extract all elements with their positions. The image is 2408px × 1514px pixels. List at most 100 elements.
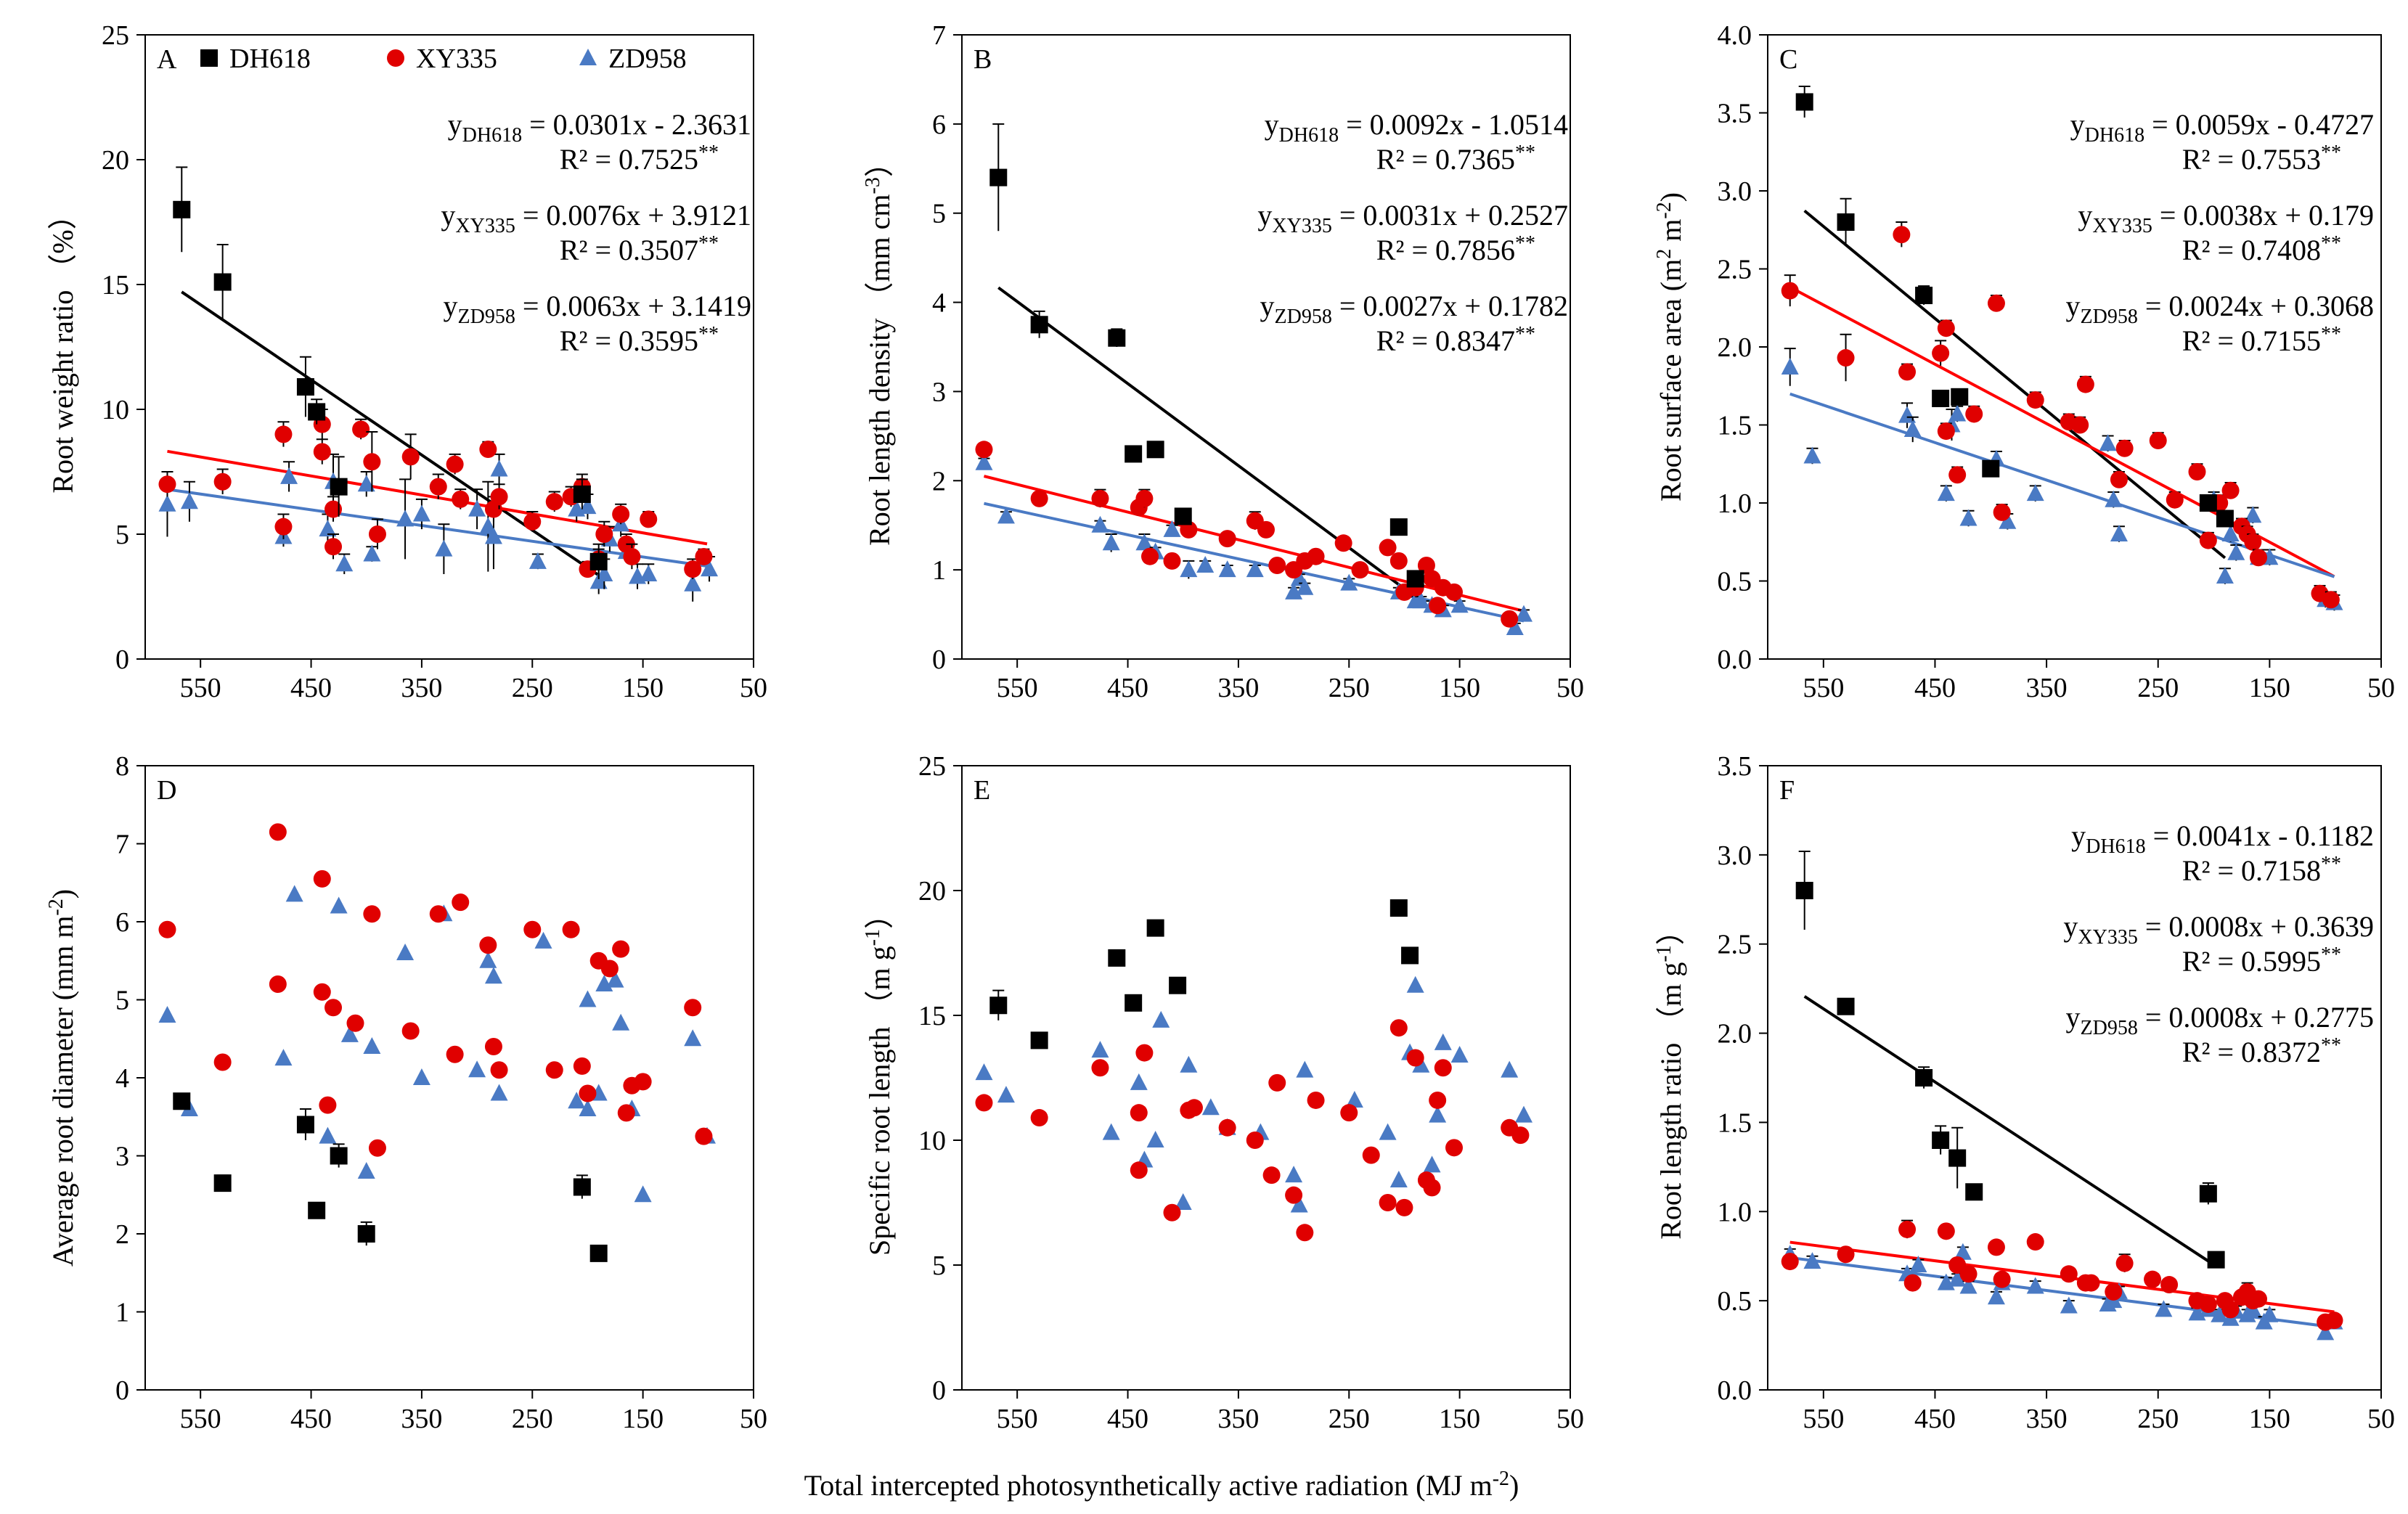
series-xy335 <box>158 823 713 1157</box>
y-tick-label: 3.0 <box>1718 176 1752 207</box>
data-point <box>997 507 1015 524</box>
data-point <box>1903 420 1922 437</box>
data-point <box>1340 573 1358 591</box>
r-squared-dh618: R² = 0.7525** <box>560 142 719 176</box>
panel-letter: F <box>1779 775 1795 806</box>
y-tick-label: 15 <box>102 270 129 300</box>
data-point <box>579 497 597 515</box>
data-point <box>573 1178 591 1196</box>
data-point <box>2261 1305 2279 1322</box>
data-point <box>2115 1254 2134 1272</box>
panel-f: 550 450 350 250 150 50 0.0 0.5 1.0 1.5 2.0 2.5 3.0 3.… <box>1653 751 2395 1434</box>
data-point <box>1937 422 1955 441</box>
data-point <box>2221 525 2240 541</box>
data-point <box>1125 445 1143 463</box>
legend-marker-zd958 <box>579 49 597 65</box>
equation-dh618: yDH618 = 0.0041x - 0.1182 <box>2071 819 2374 858</box>
fit-line-dh618 <box>1803 995 2217 1268</box>
data-point <box>2322 591 2340 609</box>
panel-letter: A <box>157 44 177 75</box>
panel-b: 550 450 350 250 150 50 0 1 2 3 4 5 6 7 Root length den… <box>862 20 1584 703</box>
panel-a: 550 450 350 250 150 50 0 5 10 15 20 25 Root weight r… <box>46 20 767 703</box>
data-point <box>1163 1203 1181 1222</box>
data-point <box>412 1068 430 1085</box>
data-point <box>285 885 303 902</box>
y-tick-label: 2.5 <box>1718 255 1752 285</box>
fit-line-zd958 <box>167 488 708 568</box>
data-point <box>2026 484 2044 502</box>
legend-label-xy335: XY335 <box>416 44 497 74</box>
data-point <box>1030 489 1048 507</box>
equation-xy335: yXY335 = 0.0008x + 0.3639 <box>2063 910 2374 949</box>
data-point <box>1091 489 1109 507</box>
r-squared-xy335: R² = 0.5995** <box>2182 944 2341 978</box>
y-tick-label: 25 <box>102 20 129 51</box>
data-point <box>1959 1277 1978 1294</box>
data-point <box>1169 976 1187 994</box>
data-point <box>1163 520 1181 537</box>
data-point <box>1307 547 1325 565</box>
data-point <box>446 455 464 473</box>
data-point <box>1406 570 1424 588</box>
data-point <box>484 527 502 544</box>
y-tick-label: 4 <box>932 288 946 319</box>
data-point <box>612 505 630 523</box>
y-tick-label: 3.0 <box>1718 840 1752 871</box>
data-point <box>363 453 381 471</box>
data-point <box>412 504 430 522</box>
data-point <box>2325 1312 2343 1330</box>
data-point <box>1401 946 1419 965</box>
y-tick-label: 5 <box>115 520 129 550</box>
x-tick-label: 250 <box>512 673 553 703</box>
data-point <box>1130 1161 1148 1179</box>
data-point <box>1379 1123 1397 1140</box>
data-point <box>1423 1155 1441 1173</box>
data-point <box>1515 605 1533 622</box>
data-point <box>1948 1149 1967 1167</box>
equation-dh618: yDH618 = 0.0059x - 0.4727 <box>2070 108 2374 147</box>
data-point <box>2199 531 2217 549</box>
data-point <box>579 1084 597 1102</box>
data-point <box>2221 481 2240 499</box>
panel-e: 550 450 350 250 150 50 0 5 10 15 20 25 Specific root… <box>862 751 1584 1434</box>
equation-zd958: yZD958 = 0.0024x + 0.3068 <box>2066 290 2374 328</box>
data-point <box>1434 1033 1452 1050</box>
data-point <box>684 574 702 592</box>
x-tick-label: 450 <box>1914 673 1956 703</box>
data-point <box>479 936 497 954</box>
y-tick-label: 3 <box>932 377 946 407</box>
data-point <box>429 478 447 496</box>
data-point <box>158 475 176 494</box>
data-point <box>2149 432 2167 449</box>
data-point <box>975 453 993 470</box>
data-point <box>2211 1305 2229 1322</box>
x-axis-label: Total intercepted photosynthetically act… <box>804 1468 1519 1502</box>
data-point <box>589 1244 608 1262</box>
data-point <box>1379 1194 1397 1211</box>
data-point <box>452 490 470 508</box>
data-point <box>1285 1186 1303 1204</box>
data-point <box>1268 1073 1286 1092</box>
data-point <box>435 539 453 557</box>
data-point <box>2160 1276 2179 1294</box>
fit-line-xy335 <box>983 475 1525 613</box>
data-point <box>1999 512 2017 529</box>
data-point <box>1982 459 2000 478</box>
series-dh618 <box>173 166 608 579</box>
data-point <box>1406 975 1424 993</box>
data-point <box>684 1029 702 1047</box>
plot-frame <box>961 765 1571 1391</box>
data-point <box>1296 1060 1314 1078</box>
data-point <box>269 975 287 993</box>
y-axis-label: Root weight ratio （%） <box>46 200 79 493</box>
data-point <box>1993 1270 2011 1288</box>
data-point <box>623 547 641 565</box>
data-point <box>2216 567 2234 584</box>
r-squared-xy335: R² = 0.7408** <box>2182 232 2341 266</box>
x-tick-label: 350 <box>2026 673 2068 703</box>
data-point <box>1803 1252 1821 1269</box>
series-dh618 <box>989 123 1424 588</box>
equation-xy335: yXY335 = 0.0038x + 0.179 <box>2078 199 2374 237</box>
data-point <box>269 823 287 841</box>
data-point <box>1781 357 1799 375</box>
